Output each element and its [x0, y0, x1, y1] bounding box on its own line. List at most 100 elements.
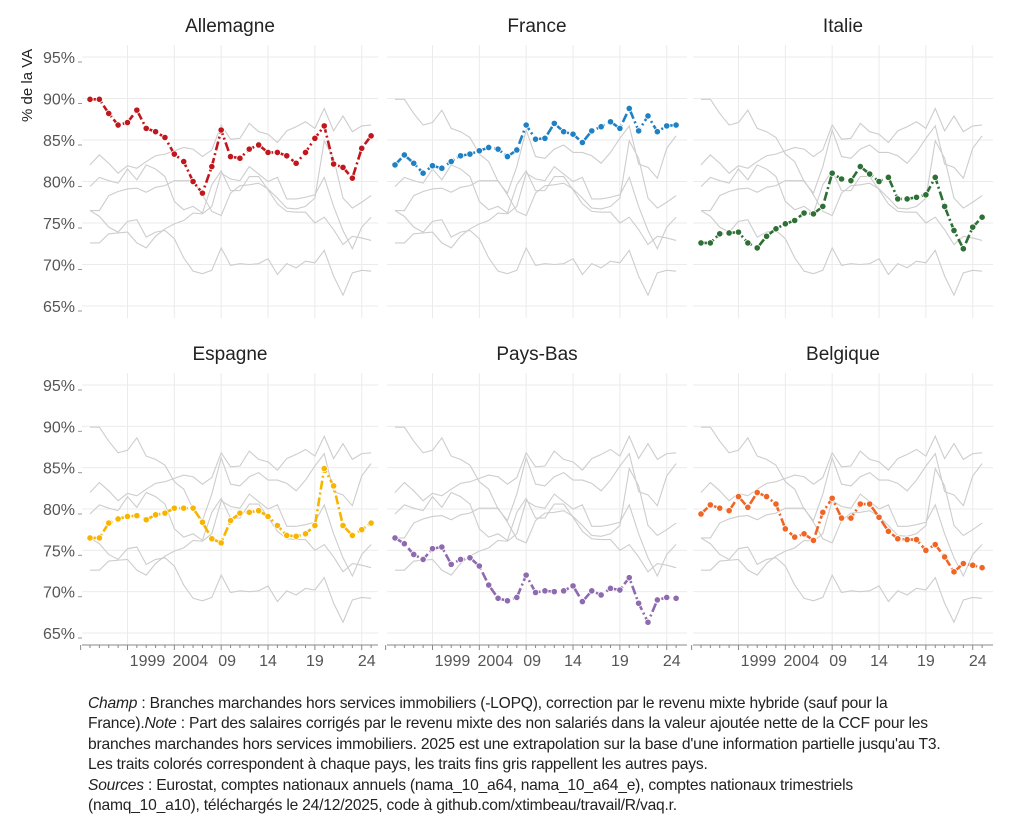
- champ-label: Champ: [88, 695, 138, 712]
- data-point: [550, 588, 558, 596]
- data-point: [198, 518, 207, 526]
- data-point: [950, 568, 958, 576]
- panel-espagne: Espagne 65% 70% 75% 80% 85% 90% 95% 1999 2004 09 14…: [43, 344, 378, 670]
- data-point: [400, 151, 408, 159]
- x-tick-label: 14: [259, 653, 277, 670]
- y-tick-label: 80%: [43, 502, 75, 519]
- background-line-pays-bas: [89, 537, 372, 624]
- data-point: [466, 150, 474, 158]
- data-point: [438, 164, 446, 172]
- background-line-allemagne: [90, 426, 372, 522]
- background-line-france: [89, 434, 372, 502]
- panel-allemagne: Allemagne 65% 70% 75% 80% 85% 90% 95% % de la VA: [19, 16, 378, 318]
- data-point: [922, 191, 930, 199]
- data-point: [931, 540, 939, 549]
- data-point: [894, 535, 902, 543]
- data-point: [189, 177, 197, 186]
- data-point: [959, 245, 967, 253]
- y-tick-label: 95%: [43, 50, 75, 67]
- data-point: [161, 509, 169, 517]
- data-point: [410, 550, 418, 559]
- data-point: [866, 500, 874, 508]
- sources-label: Sources: [88, 776, 144, 794]
- data-point: [931, 173, 939, 181]
- data-point: [189, 504, 197, 512]
- data-point: [245, 145, 253, 153]
- data-point: [292, 159, 300, 167]
- data-point: [311, 134, 319, 142]
- background-line-allemagne: [395, 426, 677, 522]
- data-point: [809, 210, 818, 218]
- panel-title: Belgique: [806, 344, 880, 365]
- data-point: [697, 510, 705, 518]
- data-point: [560, 128, 568, 136]
- background-line-pays-bas: [394, 210, 677, 297]
- data-point: [245, 508, 253, 516]
- data-point: [513, 146, 521, 154]
- data-point: [170, 150, 178, 158]
- data-point: [663, 593, 671, 602]
- data-point: [311, 521, 319, 530]
- data-point: [151, 511, 160, 519]
- background-line-pays-bas: [89, 210, 372, 297]
- data-point: [208, 535, 216, 543]
- x-tick-label: 1999: [741, 653, 777, 670]
- data-point: [236, 154, 244, 162]
- data-point: [330, 482, 338, 490]
- data-point: [180, 157, 188, 166]
- data-point: [762, 232, 771, 240]
- data-point: [828, 494, 836, 502]
- data-point: [494, 145, 502, 153]
- background-line-espagne: [701, 139, 983, 217]
- data-point: [753, 244, 761, 252]
- data-point: [616, 124, 624, 132]
- data-point: [716, 504, 724, 512]
- data-point: [320, 122, 328, 130]
- data-point: [578, 138, 587, 147]
- data-point: [86, 534, 94, 542]
- data-point: [114, 121, 122, 129]
- data-point: [753, 488, 761, 497]
- data-point: [217, 539, 225, 547]
- data-point: [912, 535, 921, 544]
- x-tick-label: 09: [829, 653, 847, 670]
- background-line-italie: [701, 493, 983, 578]
- data-point: [625, 104, 633, 113]
- data-point: [151, 128, 160, 136]
- panel-france: France: [387, 16, 687, 318]
- y-tick-label: 75%: [43, 543, 75, 560]
- background-line-france: [89, 107, 372, 174]
- data-point: [503, 153, 512, 161]
- data-point: [419, 169, 427, 177]
- y-tick-label: 65%: [43, 626, 75, 643]
- series-line-belgique: [700, 491, 983, 574]
- data-point: [456, 555, 465, 564]
- champ-text: : Branches marchandes hors services immo…: [88, 695, 888, 733]
- data-point: [198, 189, 207, 197]
- data-point: [541, 134, 549, 142]
- data-point: [800, 209, 808, 217]
- data-point: [819, 202, 827, 210]
- data-point: [348, 531, 356, 540]
- data-point: [273, 148, 281, 157]
- data-point: [706, 239, 714, 247]
- y-tick-label: 80%: [43, 175, 75, 192]
- data-point: [847, 177, 855, 185]
- panel-title: Pays-Bas: [496, 344, 577, 365]
- data-point: [320, 464, 328, 473]
- data-point: [597, 123, 605, 131]
- data-point: [606, 584, 615, 592]
- data-point: [438, 543, 446, 551]
- panel-title: Allemagne: [185, 16, 275, 37]
- data-point: [772, 500, 780, 508]
- data-point: [180, 504, 188, 512]
- data-point: [725, 229, 733, 237]
- data-point: [597, 591, 605, 599]
- data-point: [86, 95, 94, 103]
- y-tick-label: 90%: [43, 419, 75, 436]
- data-point: [616, 586, 624, 594]
- data-point: [283, 152, 291, 160]
- data-point: [330, 160, 338, 168]
- background-line-pays-bas: [700, 210, 983, 297]
- data-point: [588, 587, 596, 595]
